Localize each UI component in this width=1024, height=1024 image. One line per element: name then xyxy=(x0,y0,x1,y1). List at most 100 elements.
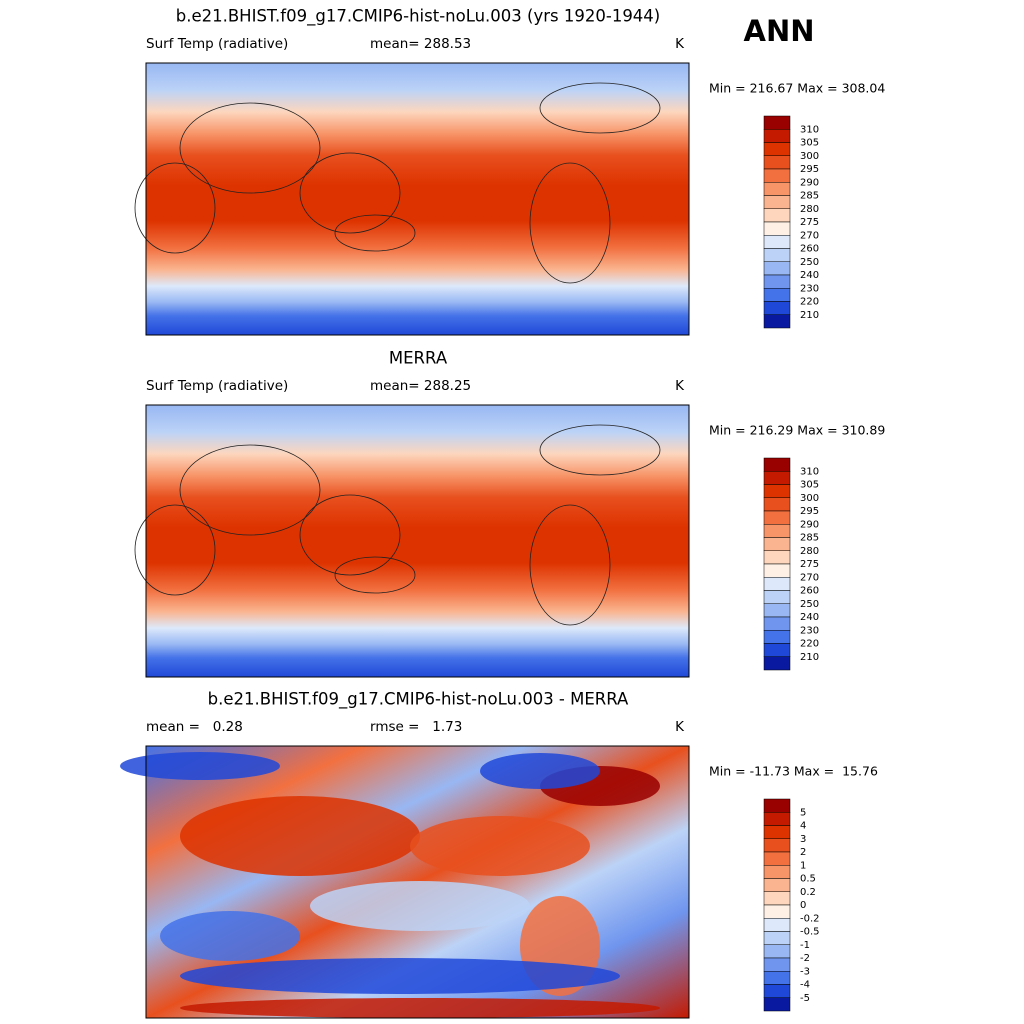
colorbar-label: -1 xyxy=(800,940,810,951)
map-blob xyxy=(180,958,620,994)
left-label: Surf Temp (radiative) xyxy=(146,36,288,52)
colorbar-label: -3 xyxy=(800,966,810,977)
colorbar-label: 220 xyxy=(800,639,819,650)
min-max-label: Min = -11.73 Max = 15.76 xyxy=(709,764,878,779)
colorbar-box xyxy=(763,484,791,498)
colorbar-label: 270 xyxy=(800,572,819,583)
colorbar-label: 0.5 xyxy=(800,874,816,885)
colorbar-box xyxy=(763,221,791,236)
colorbar-box xyxy=(763,577,791,591)
continent xyxy=(179,444,321,536)
colorbar-label: -0.2 xyxy=(800,913,820,924)
colorbar-label: 275 xyxy=(800,559,819,570)
map-blob xyxy=(410,816,590,876)
panel-title: b.e21.BHIST.f09_g17.CMIP6-hist-noLu.003 … xyxy=(176,7,661,27)
colorbar-label: 305 xyxy=(800,138,819,149)
colorbar-label: 295 xyxy=(800,164,819,175)
colorbar-box xyxy=(763,235,791,249)
colorbar-box xyxy=(763,563,791,578)
min-max-label: Min = 216.67 Max = 308.04 xyxy=(709,81,885,96)
colorbar-box xyxy=(763,510,791,525)
colorbar-label: 230 xyxy=(800,625,819,636)
colorbar-box xyxy=(763,944,791,959)
colorbar-box xyxy=(763,195,791,209)
colorbar-box xyxy=(763,590,791,604)
continent xyxy=(539,424,661,476)
colorbar-box xyxy=(763,865,791,879)
colorbar-box xyxy=(763,301,791,315)
colorbar-box xyxy=(763,550,791,565)
map-blob xyxy=(180,998,660,1018)
colorbar-box xyxy=(763,997,791,1012)
colorbar-label: 210 xyxy=(800,652,819,663)
colorbar-box xyxy=(763,129,791,143)
map-frame xyxy=(145,62,690,336)
colorbar-label: 300 xyxy=(800,151,819,162)
colorbar-label: 0.2 xyxy=(800,887,816,898)
map-blob xyxy=(160,911,300,961)
colorbar-box xyxy=(763,524,791,538)
colorbar-box xyxy=(763,630,791,644)
colorbar-box xyxy=(763,155,791,170)
map-blob xyxy=(180,796,420,876)
continent xyxy=(179,102,321,194)
colorbar-box xyxy=(763,825,791,839)
colorbar-label: 2 xyxy=(800,847,806,858)
colorbar-box xyxy=(763,971,791,985)
colorbar-box xyxy=(763,208,791,223)
colorbar-box xyxy=(763,878,791,892)
colorbar-box xyxy=(763,616,791,631)
panel-title: b.e21.BHIST.f09_g17.CMIP6-hist-noLu.003 … xyxy=(208,690,629,710)
colorbar-label: 295 xyxy=(800,506,819,517)
colorbar-box xyxy=(763,851,791,866)
colorbar-box xyxy=(763,261,791,276)
continent xyxy=(529,504,611,626)
colorbar-box xyxy=(763,115,791,130)
panel-title: MERRA xyxy=(389,349,448,368)
colorbar-box xyxy=(763,471,791,485)
colorbar-box xyxy=(763,168,791,183)
colorbar-box xyxy=(763,537,791,551)
colorbar-box xyxy=(763,457,791,472)
colorbar-box xyxy=(763,288,791,302)
colorbar-label: 280 xyxy=(800,546,819,557)
map-blob xyxy=(310,881,530,931)
continent xyxy=(529,162,611,284)
colorbar-box xyxy=(763,812,791,826)
colorbar-label: 310 xyxy=(800,124,819,135)
colorbar-label: 260 xyxy=(800,244,819,255)
colorbar-box xyxy=(763,603,791,618)
continent xyxy=(334,556,416,594)
continent xyxy=(134,162,216,254)
colorbar-label: 240 xyxy=(800,270,819,281)
colorbar-label: 240 xyxy=(800,612,819,623)
colorbar-label: 260 xyxy=(800,586,819,597)
colorbar-label: 285 xyxy=(800,191,819,202)
map-field xyxy=(146,63,689,335)
colorbar-label: 300 xyxy=(800,493,819,504)
colorbar-box xyxy=(763,918,791,932)
colorbar-label: 1 xyxy=(800,860,806,871)
continent xyxy=(299,152,401,234)
min-max-label: Min = 216.29 Max = 310.89 xyxy=(709,423,885,438)
map-frame xyxy=(145,404,690,678)
colorbar-box xyxy=(763,931,791,945)
colorbar-label: 230 xyxy=(800,283,819,294)
colorbar-box xyxy=(763,497,791,512)
units-label: K xyxy=(675,378,685,394)
colorbar-label: -5 xyxy=(800,993,810,1004)
colorbar-box xyxy=(763,838,791,853)
colorbar-label: -0.5 xyxy=(800,927,820,938)
center-label: mean= 288.25 xyxy=(370,378,471,394)
colorbar-label: 250 xyxy=(800,257,819,268)
map-blob xyxy=(120,752,280,780)
colorbar-label: 5 xyxy=(800,807,806,818)
colorbar-label: 275 xyxy=(800,217,819,228)
colorbar-label: 4 xyxy=(800,821,806,832)
colorbar-label: 220 xyxy=(800,297,819,308)
continent xyxy=(134,504,216,596)
left-label: mean = 0.28 xyxy=(146,719,243,735)
continent xyxy=(299,494,401,576)
